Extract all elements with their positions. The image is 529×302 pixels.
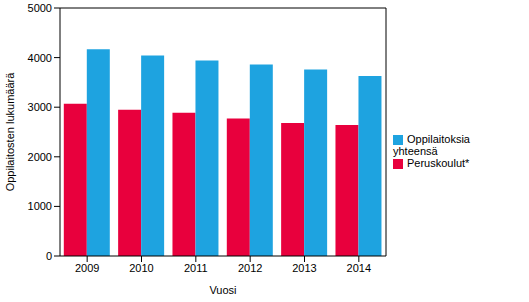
svg-text:3000: 3000 [28, 101, 52, 113]
svg-text:2011: 2011 [184, 262, 208, 274]
svg-text:2010: 2010 [129, 262, 153, 274]
html-text:Oppilaitoksia yhteensä: Oppilaitoksia yhteensä [393, 132, 470, 157]
svg-text:0: 0 [46, 250, 52, 262]
svg-text:2000: 2000 [28, 151, 52, 163]
svg-text:Oppilaitosten lukumäärä: Oppilaitosten lukumäärä [8, 72, 16, 192]
svg-text:Vuosi: Vuosi [209, 284, 236, 296]
svg-text:2009: 2009 [75, 262, 99, 274]
svg-text:4000: 4000 [28, 52, 52, 64]
html-text:Peruskoulut*: Peruskoulut* [407, 157, 470, 169]
svg-text:5000: 5000 [28, 2, 52, 14]
svg-text:1000: 1000 [28, 200, 52, 212]
svg-text:2012: 2012 [238, 262, 262, 274]
svg-text:2013: 2013 [292, 262, 316, 274]
svg-text:2014: 2014 [347, 262, 371, 274]
